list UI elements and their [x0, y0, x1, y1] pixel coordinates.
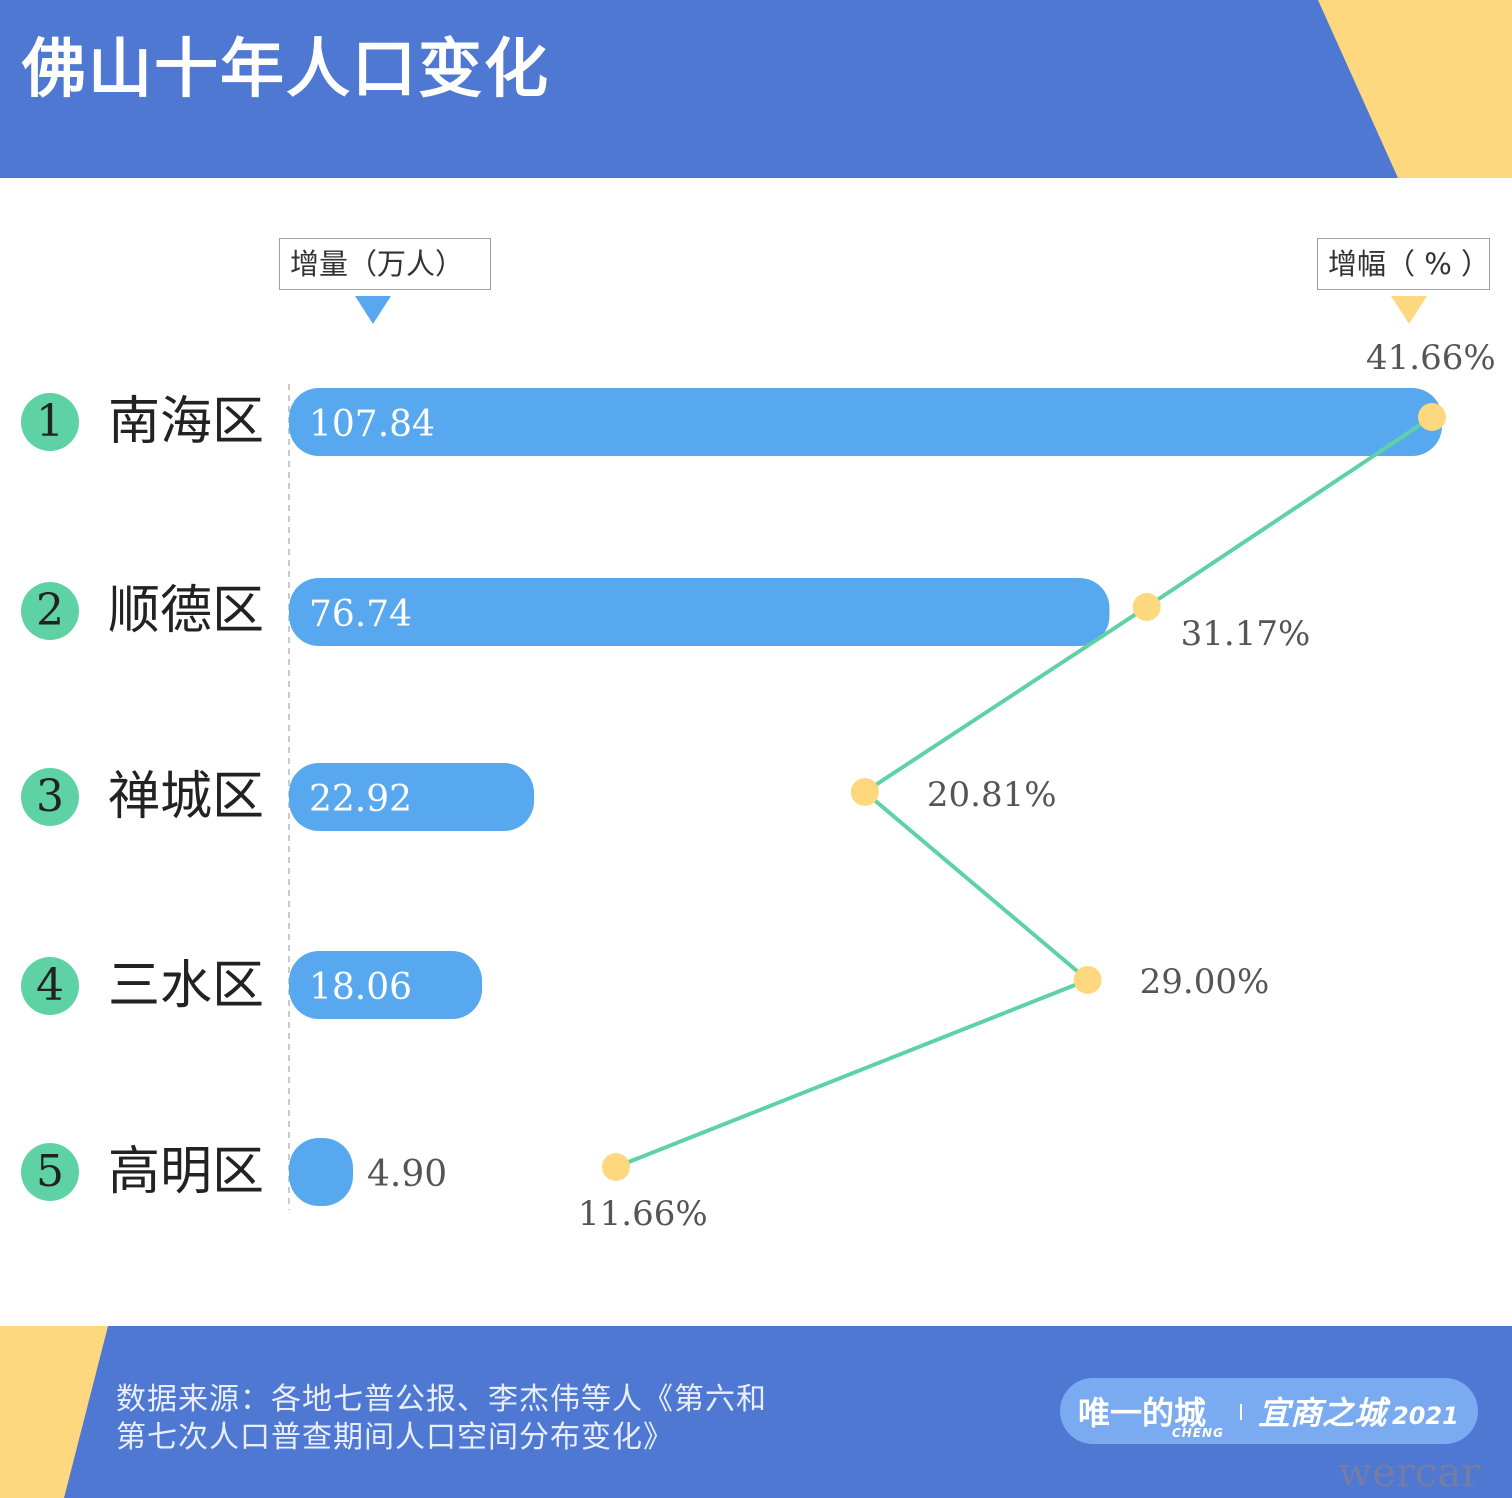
growth-marker-5: [602, 1153, 630, 1181]
legend-increase: 增量（万人）: [279, 238, 491, 290]
growth-marker-4: [1073, 966, 1102, 994]
growth-value-label-1: 41.66%: [1366, 338, 1496, 378]
chart-area: 107.84 76.74 22.92 18.06 4.90 41.66% 31.17% 20…: [288, 338, 1496, 1234]
district-label-4: 三水区: [108, 956, 265, 1016]
rank-badge-4: 4: [21, 957, 79, 1015]
district-label-1: 南海区: [108, 392, 265, 452]
growth-value-label-3: 20.81%: [927, 775, 1057, 815]
growth-value-label-2: 31.17%: [1181, 614, 1311, 654]
rank-badge-2: 2: [21, 582, 79, 640]
bar-5: [289, 1138, 353, 1206]
header-accent-shape: [1318, 0, 1512, 178]
legend-growth: 增幅（ % ）: [1317, 238, 1490, 290]
legend-increase-arrow-icon: [355, 296, 391, 324]
bar-value-label-3: 22.92: [309, 779, 412, 820]
bar-value-label-4: 18.06: [309, 967, 412, 1008]
source-text-line-1: 数据来源：各地七普公报、李杰伟等人《第六和: [116, 1382, 767, 1417]
district-label-3: 禅城区: [108, 767, 265, 827]
footer-accent-shape: [0, 1326, 108, 1498]
brand-name-left: 唯一的城: [1078, 1394, 1207, 1432]
brand-sub-text: CHENG: [1172, 1426, 1224, 1440]
rank-badge-1: 1: [21, 393, 79, 451]
page-title: 佛山十年人口变化: [22, 33, 550, 107]
growth-marker-1: [1418, 403, 1446, 431]
district-label-5: 高明区: [108, 1142, 265, 1202]
growth-marker-3: [850, 778, 879, 806]
bar-value-label-1: 107.84: [309, 404, 435, 445]
footer-banner: 数据来源：各地七普公报、李杰伟等人《第六和 第七次人口普查期间人口空间分布变化》…: [0, 1326, 1512, 1498]
brand-slogan: 宜商之城: [1258, 1394, 1387, 1432]
bar-3: [289, 763, 535, 831]
brand-logo: 唯一的城 CHENG 宜商之城 2021: [1060, 1378, 1478, 1444]
rank-badge-3: 3: [21, 768, 79, 826]
source-text-line-2: 第七次人口普查期间人口空间分布变化》: [116, 1420, 674, 1455]
legend-growth-arrow-icon: [1391, 296, 1427, 324]
watermark: wercar: [1338, 1450, 1481, 1496]
brand-year: 2021: [1392, 1402, 1459, 1430]
brand-separator: [1240, 1404, 1242, 1420]
brand-name-right: 宜商之城 2021: [1258, 1388, 1459, 1434]
growth-marker-2: [1132, 593, 1161, 621]
district-label-2: 顺德区: [108, 581, 265, 641]
bar-1: [289, 388, 1442, 456]
bar-value-label-5: 4.90: [367, 1154, 447, 1195]
bar-2: [289, 578, 1110, 646]
bar-value-label-2: 76.74: [309, 594, 412, 635]
rank-badge-5: 5: [21, 1143, 79, 1201]
growth-value-label-5: 11.66%: [578, 1194, 708, 1234]
header-banner: 佛山十年人口变化: [0, 0, 1512, 178]
growth-value-label-4: 29.00%: [1140, 962, 1270, 1002]
bar-4: [289, 951, 483, 1019]
